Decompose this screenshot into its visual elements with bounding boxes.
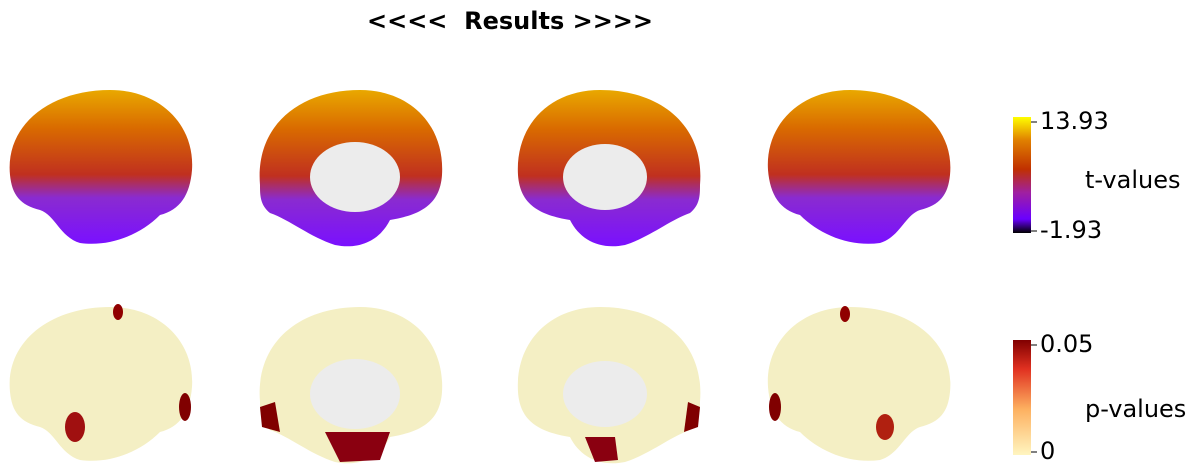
colorbar-t	[1013, 117, 1031, 233]
brain-top-4	[767, 90, 951, 244]
brain-bottom-1	[9, 304, 193, 461]
brain-top-3	[517, 90, 701, 247]
brain-bottom-4	[767, 306, 951, 461]
brain-top-1	[9, 90, 193, 244]
colorbar-label: p-values	[1085, 395, 1186, 423]
tick-label: 0	[1040, 437, 1055, 465]
colorbar-label: t-values	[1085, 166, 1180, 194]
tick-label: 0.05	[1040, 330, 1093, 358]
tick-label: 13.93	[1040, 107, 1109, 135]
tick-label: -1.93	[1040, 216, 1102, 244]
brain-bottom-3	[517, 307, 701, 464]
brain-top-2	[259, 90, 443, 247]
figure-title: <<<< Results >>>>	[367, 7, 653, 35]
brain-bottom-2	[259, 307, 443, 464]
colorbar-p	[1013, 340, 1031, 455]
